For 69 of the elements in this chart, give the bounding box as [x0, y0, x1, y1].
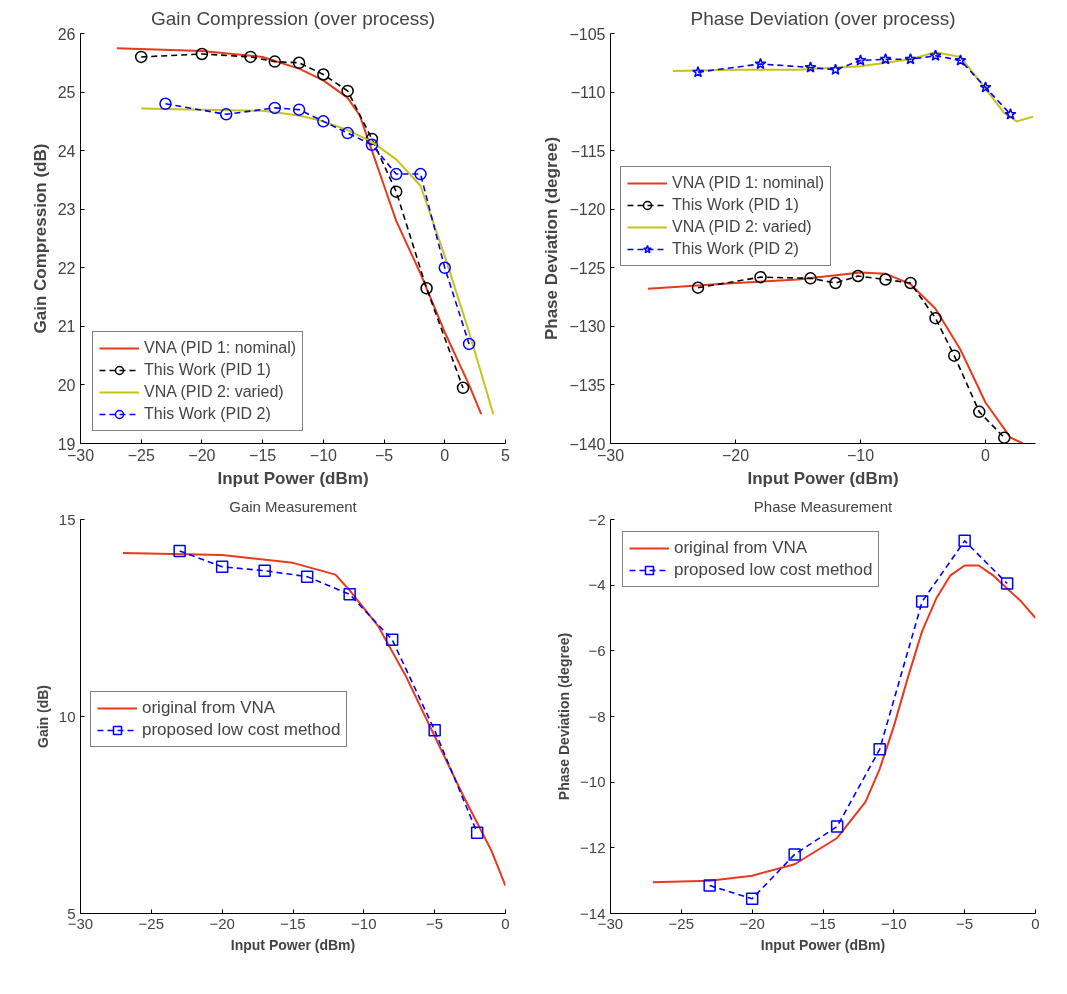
- x-tick-label: −15: [280, 914, 306, 932]
- y-tick-label: 26: [57, 25, 76, 43]
- x-axis-title: Input Power (dBm): [760, 936, 886, 953]
- legend-label: This Work (PID 2): [144, 405, 271, 423]
- chart-title: Gain Compression (over process): [150, 7, 436, 29]
- y-tick-label: −2: [588, 510, 606, 528]
- y-tick-label: 22: [57, 259, 76, 277]
- legend-label: proposed low cost method: [674, 560, 873, 580]
- x-tick-label: −15: [810, 914, 836, 932]
- x-tick-label: −20: [739, 914, 765, 932]
- chart-title: Phase Measurement: [753, 497, 894, 515]
- y-tick-label: −115: [570, 142, 606, 160]
- y-tick-label: 20: [57, 376, 76, 394]
- y-tick-label: −14: [580, 904, 606, 922]
- y-tick-label: −4: [588, 576, 606, 594]
- chart-title: Phase Deviation (over process): [690, 7, 956, 29]
- y-tick-label: −6: [588, 641, 606, 659]
- y-tick-label: 10: [58, 707, 76, 725]
- y-tick-label: 23: [57, 201, 76, 219]
- y-axis-title: Gain (dB): [34, 685, 51, 748]
- x-tick-label: 5: [501, 446, 511, 464]
- x-tick-label: 0: [440, 446, 450, 464]
- y-tick-label: −12: [580, 838, 606, 856]
- x-tick-label: −15: [249, 446, 277, 464]
- y-tick-label: −130: [569, 318, 606, 336]
- legend-label: VNA (PID 2: varied): [144, 383, 284, 401]
- x-tick-label: 0: [1031, 914, 1040, 932]
- x-tick-label: −20: [188, 446, 216, 464]
- legend-label: This Work (PID 1): [144, 361, 271, 379]
- y-tick-label: 21: [57, 318, 76, 336]
- x-axis-title: Input Power (dBm): [747, 468, 899, 488]
- y-axis-title: Gain Compression (dB): [30, 143, 50, 334]
- x-tick-label: −5: [956, 914, 974, 932]
- y-tick-label: −105: [569, 25, 606, 43]
- x-tick-label: −20: [209, 914, 235, 932]
- y-axis-title: Phase Deviation (degree): [542, 136, 562, 341]
- legend-label: This Work (PID 1): [672, 196, 799, 214]
- y-tick-label: −125: [569, 259, 606, 277]
- y-tick-label: −110: [570, 84, 606, 102]
- x-tick-label: 0: [981, 446, 991, 464]
- y-tick-label: −10: [580, 773, 606, 791]
- legend-label: This Work (PID 2): [672, 240, 799, 258]
- x-tick-label: −25: [127, 446, 155, 464]
- y-tick-label: −120: [569, 201, 606, 219]
- y-tick-label: 24: [57, 142, 76, 160]
- x-axis-title: Input Power (dBm): [230, 936, 356, 953]
- x-tick-label: −10: [846, 446, 875, 464]
- x-tick-label: −20: [721, 446, 750, 464]
- y-tick-label: −135: [569, 376, 606, 394]
- x-tick-label: −25: [668, 914, 695, 932]
- x-tick-label: −5: [426, 914, 444, 932]
- legend-label: proposed low cost method: [142, 720, 341, 740]
- legend-label: VNA (PID 2: varied): [672, 218, 812, 236]
- y-tick-label: 25: [57, 84, 76, 102]
- y-axis-title: Phase Deviation (degree): [556, 632, 573, 801]
- legend-label: original from VNA: [142, 698, 276, 718]
- x-axis-title: Input Power (dBm): [217, 468, 369, 488]
- legend-label: VNA (PID 1: nominal): [144, 339, 297, 357]
- legend-label: original from VNA: [674, 538, 808, 558]
- x-tick-label: 0: [501, 914, 510, 932]
- y-tick-label: 15: [58, 510, 76, 528]
- x-tick-label: −10: [881, 914, 907, 932]
- x-tick-label: −10: [351, 914, 377, 932]
- x-tick-label: −5: [374, 446, 394, 464]
- legend-label: VNA (PID 1: nominal): [672, 174, 825, 192]
- y-tick-label: −8: [588, 707, 606, 725]
- chart-title: Gain Measurement: [229, 497, 358, 515]
- x-tick-label: −25: [138, 914, 165, 932]
- x-tick-label: −10: [309, 446, 338, 464]
